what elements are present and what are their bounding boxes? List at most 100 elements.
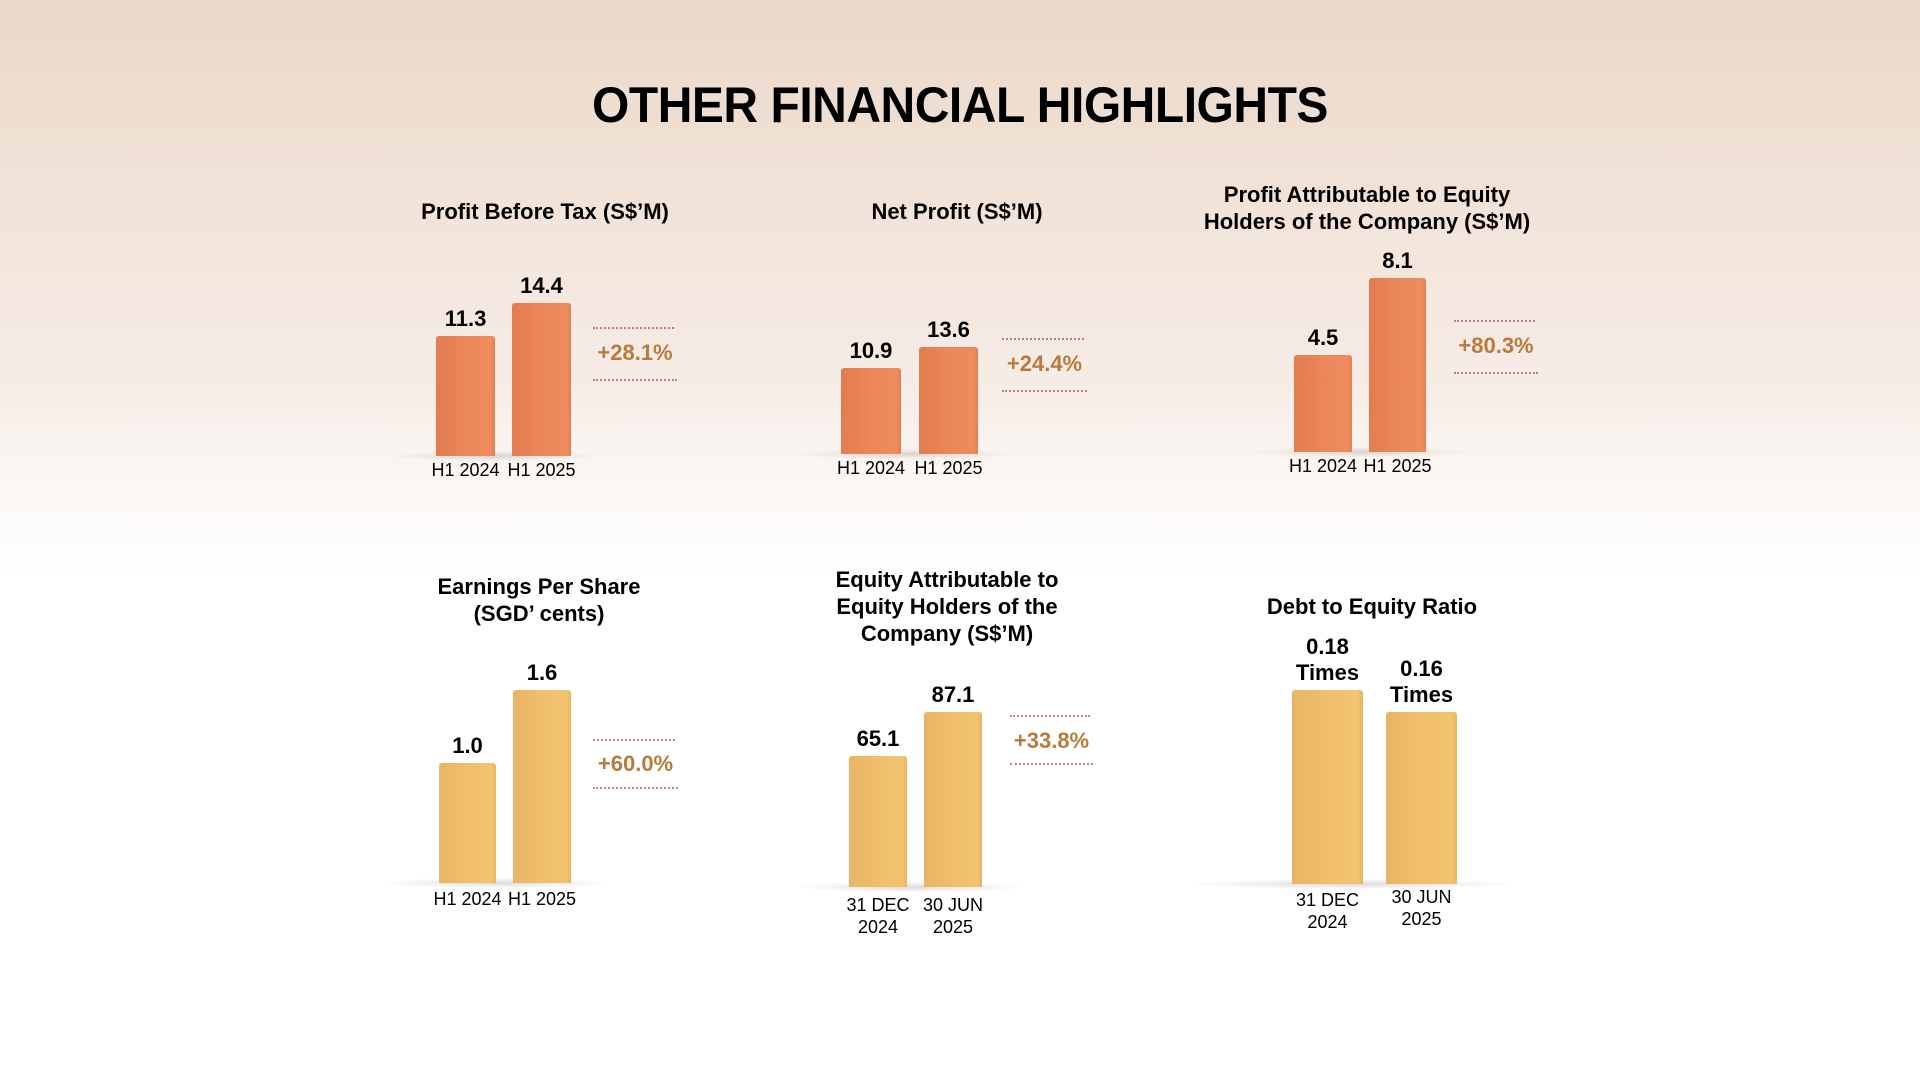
x-tick-label-line: H1 2025 [914, 458, 983, 478]
bar [436, 336, 495, 456]
bar [1294, 355, 1352, 452]
x-tick-label-line: 2024 [857, 917, 899, 937]
x-tick-label: H1 2025 [508, 888, 576, 910]
x-tick-label: H1 2024 [431, 459, 499, 481]
data-label-line: 14.4 [520, 273, 563, 298]
chart-title-line: Company (S$’M) [860, 621, 1034, 646]
x-tick-label-line: H1 2025 [507, 460, 576, 480]
x-tick-label-line: H1 2024 [1288, 456, 1358, 476]
bar [924, 712, 982, 887]
chart-title-line: Profit Attributable to Equity [1223, 182, 1511, 207]
data-label: 0.16 Times [1390, 656, 1453, 708]
data-label: 13.6 [927, 317, 970, 343]
chart-title-line: Debt to Equity Ratio [1266, 594, 1478, 619]
bar [512, 303, 571, 456]
growth-percentage: +33.8% [1013, 728, 1090, 753]
x-tick-label-line: H1 2025 [1363, 456, 1432, 476]
x-tick-label: 30 JUN 2025 [923, 894, 983, 938]
data-label: 8.1 [1382, 248, 1413, 274]
data-label-line: 0.18 [1306, 634, 1349, 659]
growth-percentage: +60.0% [597, 751, 674, 776]
bar [1292, 690, 1363, 884]
x-tick-label-line: 2025 [1401, 909, 1442, 929]
chart-title-line: Net Profit (S$’M) [871, 199, 1043, 224]
x-tick-label: H1 2024 [837, 457, 905, 479]
x-tick-label-line: 31 DEC [846, 895, 910, 915]
x-tick-label: H1 2024 [433, 888, 501, 910]
growth-divider-top [593, 739, 675, 741]
bar-floor-shadow [795, 449, 1015, 459]
data-label: 1.0 [452, 733, 483, 759]
chart-title-line: Earnings Per Share [437, 574, 641, 599]
bar-floor-shadow [1252, 447, 1467, 457]
data-label-line: 11.3 [444, 306, 487, 331]
data-label-line: 10.9 [849, 338, 893, 363]
data-label: 87.1 [932, 682, 975, 708]
bar [849, 756, 907, 887]
x-tick-label-line: 2025 [932, 917, 974, 937]
x-tick-label: H1 2025 [914, 457, 982, 479]
data-label: 14.4 [520, 273, 563, 299]
x-tick-label: H1 2025 [507, 459, 575, 481]
x-tick-label-line: 30 JUN [1391, 887, 1452, 907]
x-tick-label: 31 DEC 2024 [846, 894, 909, 938]
data-label-line: Times [1295, 660, 1360, 685]
growth-divider-bottom [593, 787, 678, 789]
chart-title: Earnings Per Share (SGD’ cents) [438, 573, 641, 627]
x-tick-label-line: 31 DEC [1295, 890, 1360, 910]
bar-floor-shadow [800, 882, 1020, 892]
chart-title: Profit Attributable to Equity Holders of … [1204, 181, 1530, 235]
growth-divider-top [593, 327, 674, 329]
data-label: 65.1 [857, 726, 900, 752]
x-tick-label: H1 2024 [1289, 455, 1357, 477]
data-label-line: 4.5 [1307, 325, 1339, 350]
x-tick-label-line: 30 JUN [922, 895, 984, 915]
growth-percentage: +80.3% [1458, 333, 1534, 358]
chart-title-line: (SGD’ cents) [473, 601, 605, 626]
x-tick-label-line: 2024 [1307, 912, 1348, 932]
data-label: 11.3 [445, 306, 487, 332]
chart-title-line: Equity Attributable to [835, 567, 1059, 592]
bar-floor-shadow [385, 878, 605, 888]
data-label: 1.6 [527, 660, 558, 686]
bar-floor-shadow [1195, 879, 1510, 889]
data-label-line: 0.16 [1400, 656, 1443, 681]
bar-floor-shadow [390, 451, 600, 461]
x-tick-label-line: H1 2025 [507, 889, 577, 909]
x-tick-label: 31 DEC 2024 [1296, 889, 1359, 933]
bar [919, 347, 978, 454]
page-title: OTHER FINANCIAL HIGHLIGHTS [592, 77, 1328, 133]
x-tick-label-line: H1 2024 [836, 458, 906, 478]
bar [439, 763, 496, 883]
x-tick-label-line: H1 2024 [433, 889, 502, 909]
growth-divider-top [1010, 715, 1090, 717]
growth-divider-top [1002, 338, 1084, 340]
bar [513, 690, 571, 883]
chart-title-line: Profit Before Tax (S$’M) [421, 199, 669, 224]
data-label: 4.5 [1308, 325, 1339, 351]
x-tick-label-line: H1 2024 [431, 460, 500, 480]
x-tick-label: 30 JUN 2025 [1391, 886, 1451, 930]
data-label-line: 1.6 [526, 660, 558, 685]
x-tick-label: H1 2025 [1363, 455, 1431, 477]
growth-divider-bottom [593, 379, 677, 381]
growth-divider-bottom [1002, 390, 1087, 392]
growth-percentage: +24.4% [1006, 351, 1083, 376]
data-label-line: 87.1 [931, 682, 975, 707]
data-label-line: 8.1 [1382, 248, 1413, 273]
chart-title: Equity Attributable to Equity Holders of … [836, 566, 1059, 647]
chart-title: Debt to Equity Ratio [1267, 593, 1477, 620]
growth-divider-bottom [1454, 372, 1538, 374]
chart-title-line: Holders of the Company (S$’M) [1203, 209, 1531, 234]
chart-title: Profit Before Tax (S$’M) [421, 198, 669, 225]
data-label-line: Times [1389, 682, 1454, 707]
data-label-line: 1.0 [452, 733, 483, 758]
chart-title: Net Profit (S$’M) [871, 198, 1042, 225]
growth-divider-bottom [1010, 763, 1093, 765]
data-label: 10.9 [850, 338, 893, 364]
chart-title-line: Equity Holders of the [836, 594, 1058, 619]
data-label: 0.18 Times [1296, 634, 1359, 686]
data-label-line: 65.1 [856, 726, 900, 751]
bar [1386, 712, 1457, 884]
bar [841, 368, 901, 454]
